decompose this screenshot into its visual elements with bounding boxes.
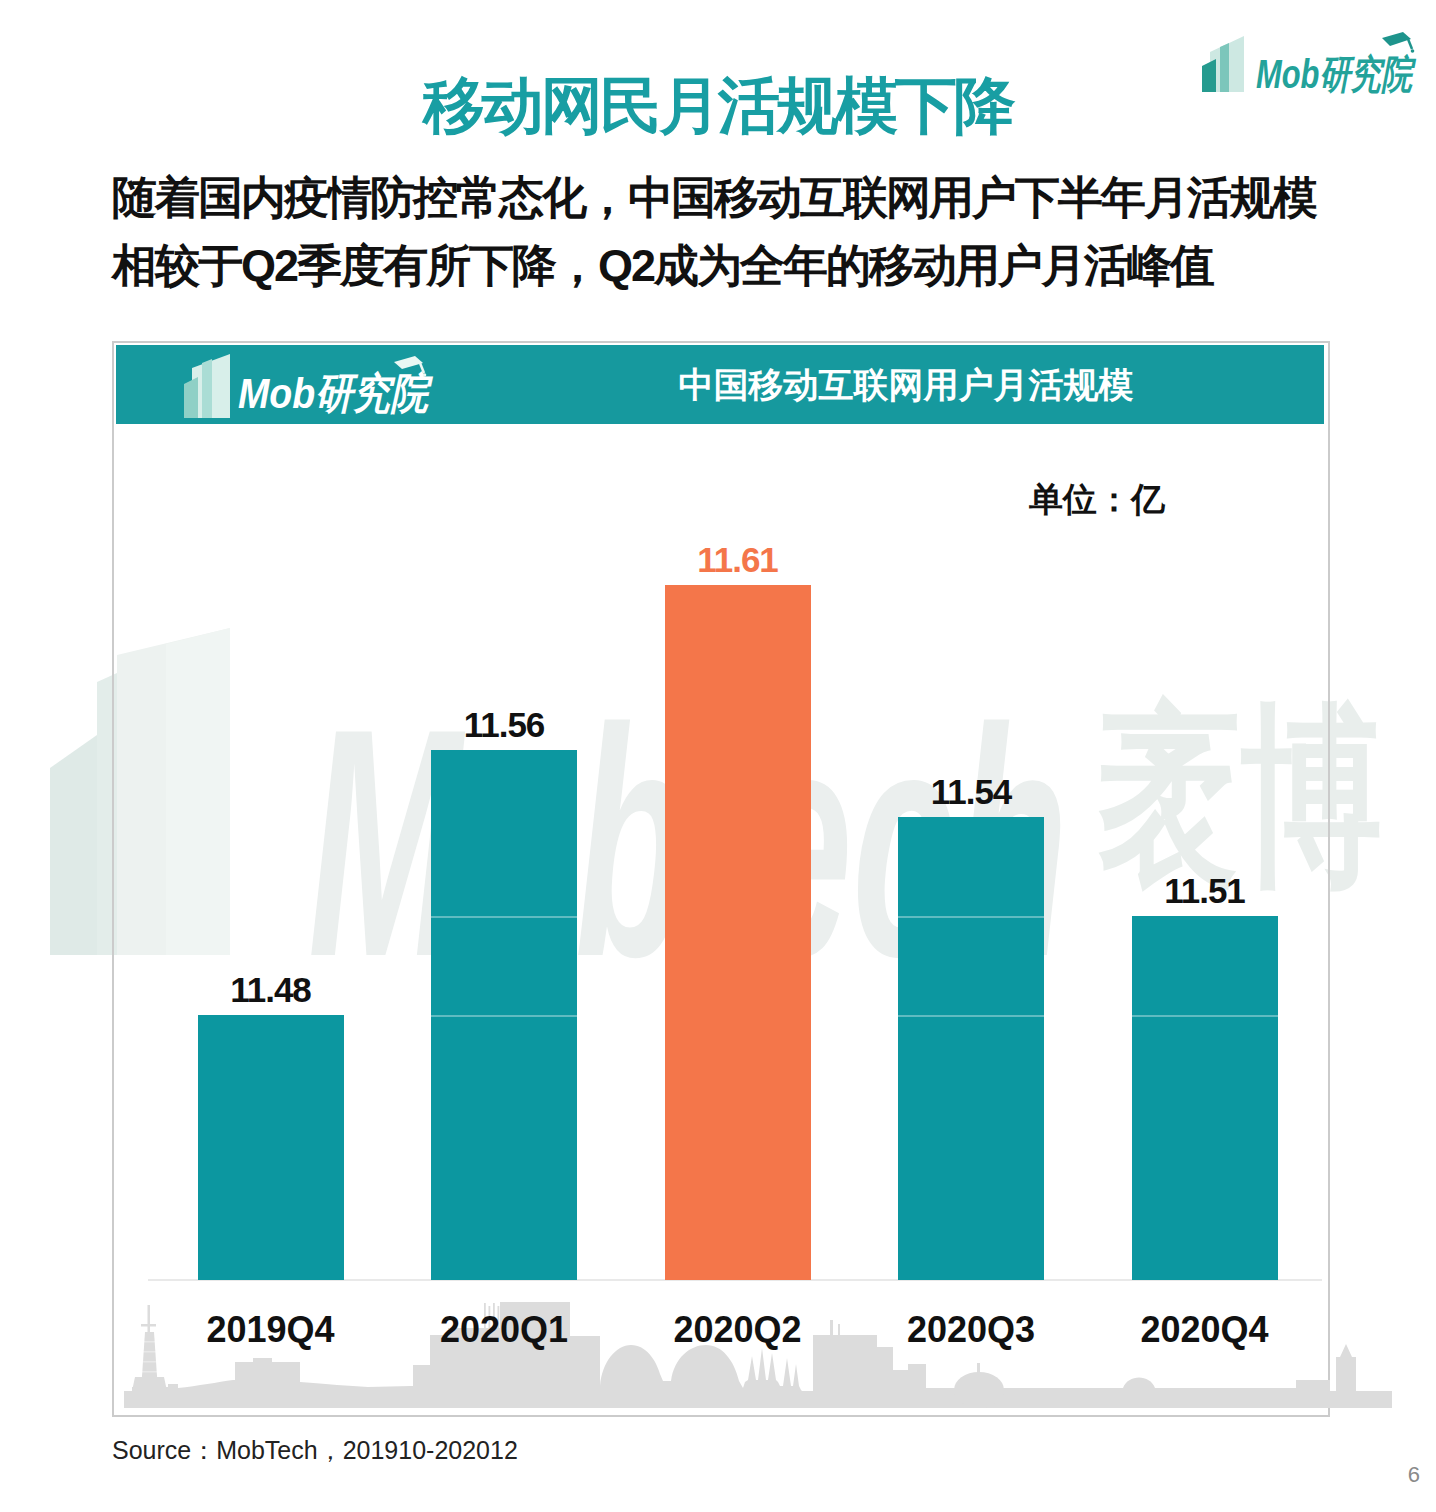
value-label-2020Q2: 11.61: [628, 540, 848, 580]
mob-logo-building-icon: [1202, 36, 1244, 92]
graduation-cap-icon: [1382, 32, 1414, 53]
page-number: 6: [1390, 1462, 1420, 1488]
bar-2020Q4: [1132, 916, 1278, 1280]
paragraph-line-1: 随着国内疫情防控常态化，中国移动互联网用户下半年月活规模: [112, 164, 1372, 232]
value-label-2020Q3: 11.54: [861, 772, 1081, 812]
bar-2020Q1: [431, 750, 577, 1280]
source-caption: Source：MobTech，201910-202012: [112, 1434, 518, 1467]
bar-2020Q2: [665, 585, 811, 1280]
bar-2020Q3: [898, 817, 1044, 1280]
category-label-2020Q1: 2020Q1: [394, 1309, 614, 1351]
unit-label: 单位：亿: [900, 477, 1165, 523]
mob-logo-text: Mob研究院: [238, 369, 433, 417]
category-label-2020Q2: 2020Q2: [628, 1309, 848, 1351]
summary-paragraph: 随着国内疫情防控常态化，中国移动互联网用户下半年月活规模 相较于Q2季度有所下降…: [112, 164, 1372, 300]
value-label-2020Q4: 11.51: [1095, 871, 1315, 911]
bar-segment-line: [431, 916, 577, 918]
paragraph-line-2: 相较于Q2季度有所下降，Q2成为全年的移动用户月活峰值: [112, 232, 1372, 300]
mob-logo: Mob研究院: [1196, 24, 1428, 100]
mob-logo-building-icon: [184, 354, 230, 418]
bar-segment-line: [1132, 1015, 1278, 1017]
bar-segment-line: [431, 1015, 577, 1017]
bar-2019Q4: [198, 1015, 344, 1280]
bar-segment-line: [898, 916, 1044, 918]
category-label-2019Q4: 2019Q4: [161, 1309, 381, 1351]
bar-segment-line: [898, 1015, 1044, 1017]
value-label-2020Q1: 11.56: [394, 705, 614, 745]
category-label-2020Q3: 2020Q3: [861, 1309, 1081, 1351]
mob-logo-text: Mob研究院: [1256, 52, 1417, 96]
category-label-2020Q4: 2020Q4: [1095, 1309, 1315, 1351]
mob-logo-white: Mob研究院: [182, 348, 440, 426]
value-label-2019Q4: 11.48: [161, 970, 381, 1010]
chart-title: 中国移动互联网用户月活规模: [540, 345, 1272, 424]
